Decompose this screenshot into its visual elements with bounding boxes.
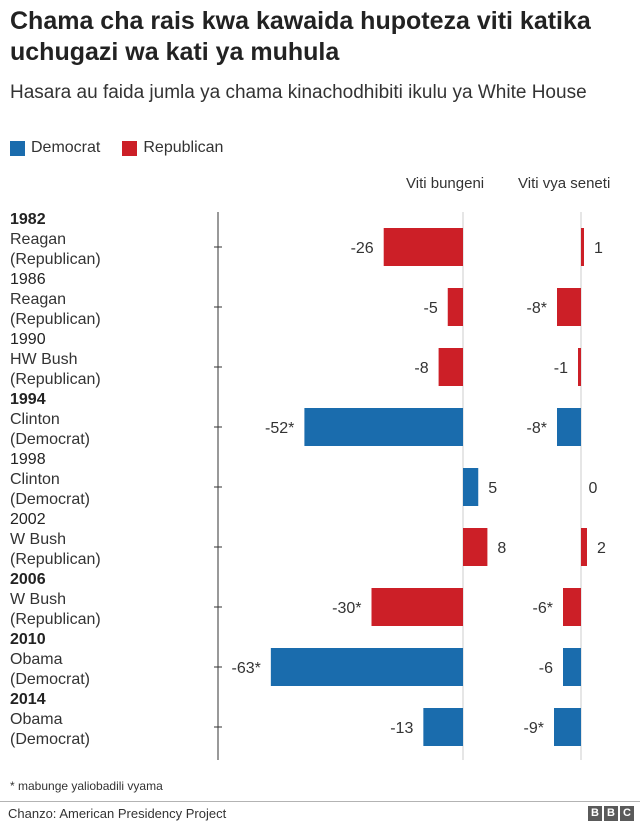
senate-value-label: 2	[597, 540, 606, 557]
source-note: Chanzo: American Presidency Project	[8, 806, 227, 821]
row-president-label: Obama	[10, 651, 63, 668]
house-value-label: -63*	[231, 660, 260, 677]
senate-value-label: -8*	[527, 300, 547, 317]
chart-title: Chama cha rais kwa kawaida hupoteza viti…	[10, 7, 591, 66]
row-president-label: Clinton	[10, 411, 60, 428]
house-value-label: -13	[390, 720, 413, 737]
row-president-label: W Bush	[10, 531, 66, 548]
bar-chart: 1982 Reagan (Republican) -26 1 1986 Reagan (Rep…	[10, 211, 606, 760]
house-value-label: -30*	[332, 600, 361, 617]
legend: Democrat Republican	[10, 139, 245, 157]
senate-value-label: 0	[589, 480, 598, 497]
senate-value-label: -6	[539, 660, 553, 677]
row-party-label: (Democrat)	[10, 671, 90, 688]
row-year-label: 2002	[10, 511, 46, 528]
senate-value-label: -1	[554, 360, 568, 377]
row-party-label: (Democrat)	[10, 491, 90, 508]
house-bar	[423, 708, 463, 746]
row-year-label: 1990	[10, 331, 46, 348]
row-president-label: Clinton	[10, 471, 60, 488]
senate-bar	[563, 648, 581, 686]
column-header-house: Viti bungeni	[406, 175, 485, 192]
row-year-label: 1982	[10, 211, 46, 228]
senate-bar	[554, 708, 581, 746]
row-president-label: Reagan	[10, 291, 66, 308]
house-bar	[383, 228, 463, 266]
bbc-logo-letter: B	[588, 806, 602, 821]
row-party-label: (Democrat)	[10, 731, 90, 748]
house-value-label: 5	[488, 480, 497, 497]
senate-bar	[563, 588, 581, 626]
chart-subtitle: Hasara au faida jumla ya chama kinachodh…	[10, 82, 587, 103]
row-party-label: (Republican)	[10, 371, 101, 388]
legend-label-democrat: Democrat	[31, 139, 101, 156]
row-year-label: 2010	[10, 631, 46, 648]
senate-bar	[581, 528, 587, 566]
legend-item-democrat: Democrat	[10, 139, 100, 157]
senate-bar	[581, 228, 584, 266]
column-header-senate: Viti vya seneti	[518, 175, 611, 192]
legend-label-republican: Republican	[143, 139, 224, 156]
bbc-logo: B B C	[586, 806, 634, 821]
senate-bar	[578, 348, 581, 386]
row-president-label: HW Bush	[10, 351, 78, 368]
house-bar	[371, 588, 463, 626]
row-party-label: (Republican)	[10, 611, 101, 628]
row-year-label: 2014	[10, 691, 46, 708]
bbc-logo-letter: B	[604, 806, 618, 821]
row-year-label: 1998	[10, 451, 46, 468]
house-value-label: -5	[424, 300, 438, 317]
row-year-label: 1994	[10, 391, 46, 408]
row-year-label: 2006	[10, 571, 46, 588]
house-bar	[270, 648, 463, 686]
bbc-logo-letter: C	[620, 806, 634, 821]
house-value-label: -26	[351, 240, 374, 257]
legend-item-republican: Republican	[122, 139, 223, 157]
house-bar	[447, 288, 463, 326]
house-bar	[463, 528, 488, 566]
row-party-label: (Republican)	[10, 251, 101, 268]
house-bar	[438, 348, 463, 386]
row-party-label: (Republican)	[10, 551, 101, 568]
senate-value-label: 1	[594, 240, 603, 257]
row-year-label: 1986	[10, 271, 46, 288]
house-value-label: -8	[414, 360, 428, 377]
footnote: * mabunge yaliobadili vyama	[10, 779, 163, 793]
legend-swatch-democrat	[10, 140, 25, 156]
row-party-label: (Democrat)	[10, 431, 90, 448]
senate-value-label: -8*	[527, 420, 547, 437]
row-president-label: Reagan	[10, 231, 66, 248]
row-party-label: (Republican)	[10, 311, 101, 328]
house-value-label: -52*	[265, 420, 294, 437]
senate-value-label: -9*	[524, 720, 544, 737]
senate-value-label: -6*	[533, 600, 553, 617]
row-president-label: Obama	[10, 711, 63, 728]
senate-bar	[557, 288, 581, 326]
house-bar	[463, 468, 479, 506]
footer-divider	[0, 801, 640, 802]
row-president-label: W Bush	[10, 591, 66, 608]
legend-swatch-republican	[122, 140, 138, 156]
house-value-label: 8	[497, 540, 506, 557]
senate-bar	[557, 408, 581, 446]
house-bar	[304, 408, 463, 446]
